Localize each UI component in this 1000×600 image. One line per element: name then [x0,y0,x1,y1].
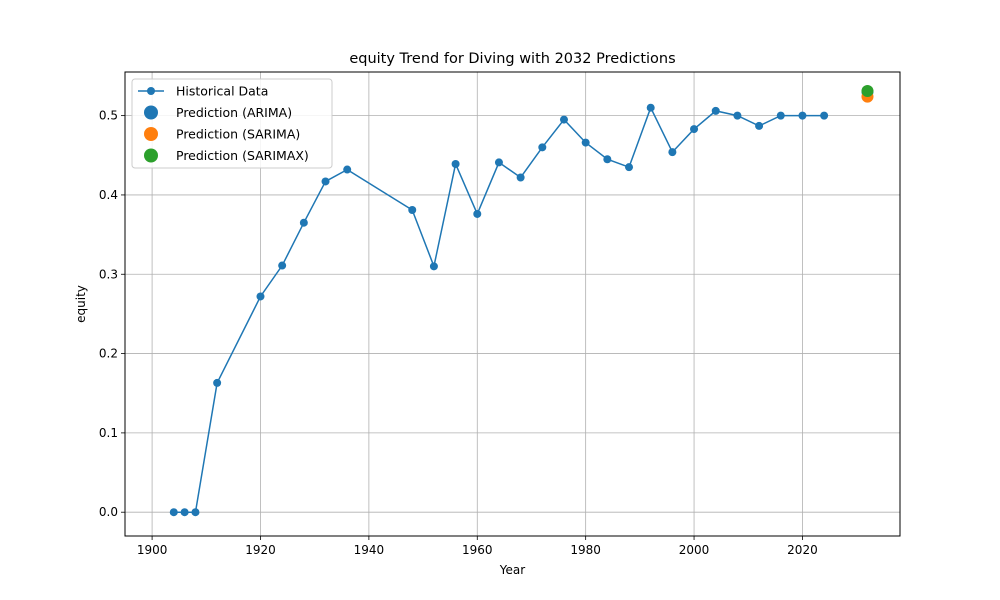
historical-data-point [516,173,525,182]
prediction-point [861,85,874,98]
y-axis-label: equity [74,285,88,323]
plot-frame [124,71,901,537]
historical-data-point [603,155,612,164]
historical-data-point [690,125,699,134]
y-tick-label: 0.2 [99,347,118,361]
historical-data-point [299,218,308,227]
legend-item: Prediction (ARIMA) [144,105,292,120]
y-tick-label: 0.4 [99,188,118,202]
series-layer [169,85,874,517]
series-historical-data [169,103,829,517]
legend-box [131,78,333,169]
legend-item: Historical Data [138,84,268,99]
historical-data-point [711,106,720,115]
historical-data-point [451,160,460,169]
legend-marker-swatch [144,148,158,163]
historical-data-point [646,103,655,112]
ticks: 1900 1920 1940 1960 1980 2000 2020 0.0 0.1 0.2 0.3… [99,109,818,557]
legend-label: Prediction (ARIMA) [176,105,292,120]
legend: Historical Data Prediction (ARIMA) Predict… [131,78,333,169]
historical-data-point [429,262,438,271]
legend-marker-swatch [144,105,158,120]
grid [125,72,900,536]
historical-data-point [538,143,547,152]
legend-marker-swatch [147,87,155,95]
historical-data-point [169,508,178,517]
historical-data-point [278,261,287,270]
legend-label: Prediction (SARIMA) [176,127,300,142]
x-tick-label: 2000 [679,543,710,557]
y-tick-label: 0.0 [99,505,118,519]
historical-data-point [256,292,265,301]
legend-marker-swatch [144,127,158,141]
y-tick-label: 0.5 [99,109,118,123]
legend-label: Historical Data [176,84,268,99]
series-prediction-3 [861,85,874,98]
y-tick-label: 0.1 [99,426,118,440]
historical-data-point [473,209,482,218]
legend-item: Prediction (SARIMA) [144,127,300,142]
x-tick-label: 1960 [462,543,493,557]
historical-data-point [668,148,677,157]
historical-data-point [581,138,590,147]
historical-data-point [755,121,764,130]
historical-data-point [213,378,222,387]
x-tick-label: 1980 [570,543,601,557]
x-tick-label: 2020 [787,543,818,557]
historical-data-point [191,508,200,517]
historical-data-point [321,177,330,186]
legend-item: Prediction (SARIMAX) [144,148,309,163]
historical-data-point [494,158,503,167]
y-tick-label: 0.3 [99,267,118,281]
x-tick-label: 1900 [137,543,168,557]
x-tick-label: 1920 [245,543,276,557]
historical-data-point [776,111,785,120]
historical-data-point [408,206,417,215]
historical-data-point [820,111,829,120]
x-axis-label: Year [499,563,525,577]
historical-data-point [625,163,634,172]
historical-data-point [343,165,352,174]
legend-label: Prediction (SARIMAX) [176,148,309,163]
x-tick-label: 1940 [354,543,385,557]
historical-data-point [733,111,742,120]
chart-title: equity Trend for Diving with 2032 Predic… [349,51,675,67]
historical-data-point [559,115,568,124]
historical-data-point [180,508,189,517]
historical-data-point [798,111,807,120]
